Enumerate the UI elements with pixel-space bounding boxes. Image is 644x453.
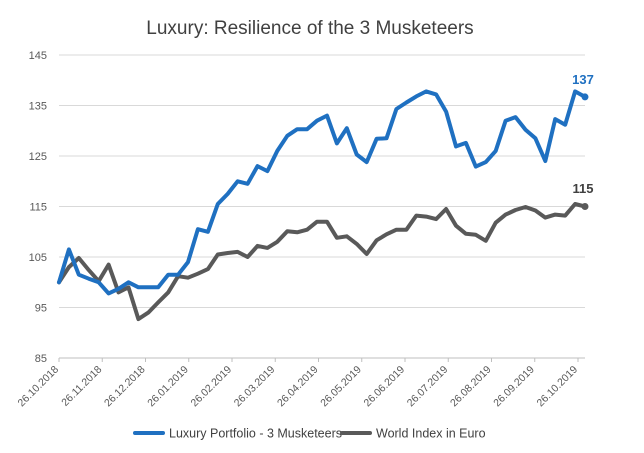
legend-label: Luxury Portfolio - 3 Musketeers [169,427,342,441]
x-tick-label: 26.10.2018 [15,364,61,410]
gridlines [59,54,585,359]
series-lines [57,89,589,322]
x-tick-label: 26.09.2019 [491,364,537,410]
x-tick-label: 26.10.2019 [534,364,580,410]
x-axis: 26.10.201826.11.201826.12.201826.01.2019… [15,357,585,410]
end-label-luxury: 137 [572,72,594,87]
y-tick-label: 105 [29,252,47,264]
chart-title: Luxury: Resilience of the 3 Musketeers [146,18,473,39]
x-tick-label: 26.07.2019 [405,364,451,410]
y-axis-ticks: 85 95 105 115 125 135 145 [29,50,47,365]
x-tick-label: 26.08.2019 [448,364,494,410]
y-tick-label: 135 [29,101,47,113]
y-tick-label: 115 [29,202,47,214]
legend-label: World Index in Euro [376,427,486,441]
x-tick-label: 26.04.2019 [275,364,321,410]
x-tick-label: 26.11.2018 [59,364,104,409]
end-labels: 137 115 [572,72,594,196]
series-end-marker-luxury [581,93,589,101]
x-tick-label: 26.03.2019 [232,364,278,410]
end-label-world: 115 [573,181,594,196]
y-tick-label: 95 [35,303,47,315]
x-tick-label: 26.06.2019 [361,364,407,410]
x-tick-label: 26.05.2019 [318,364,364,410]
series-line-luxury [57,89,587,296]
series-line-world [57,202,587,322]
x-tick-label: 26.01.2019 [145,364,191,410]
y-tick-label: 145 [29,50,47,62]
y-tick-label: 85 [35,353,47,365]
legend: Luxury Portfolio - 3 Musketeers World Ind… [133,427,486,441]
series-end-marker-world [581,203,589,210]
y-tick-label: 125 [29,151,47,163]
x-tick-label: 26.02.2019 [188,364,234,410]
x-tick-label: 26.12.2018 [102,364,148,410]
